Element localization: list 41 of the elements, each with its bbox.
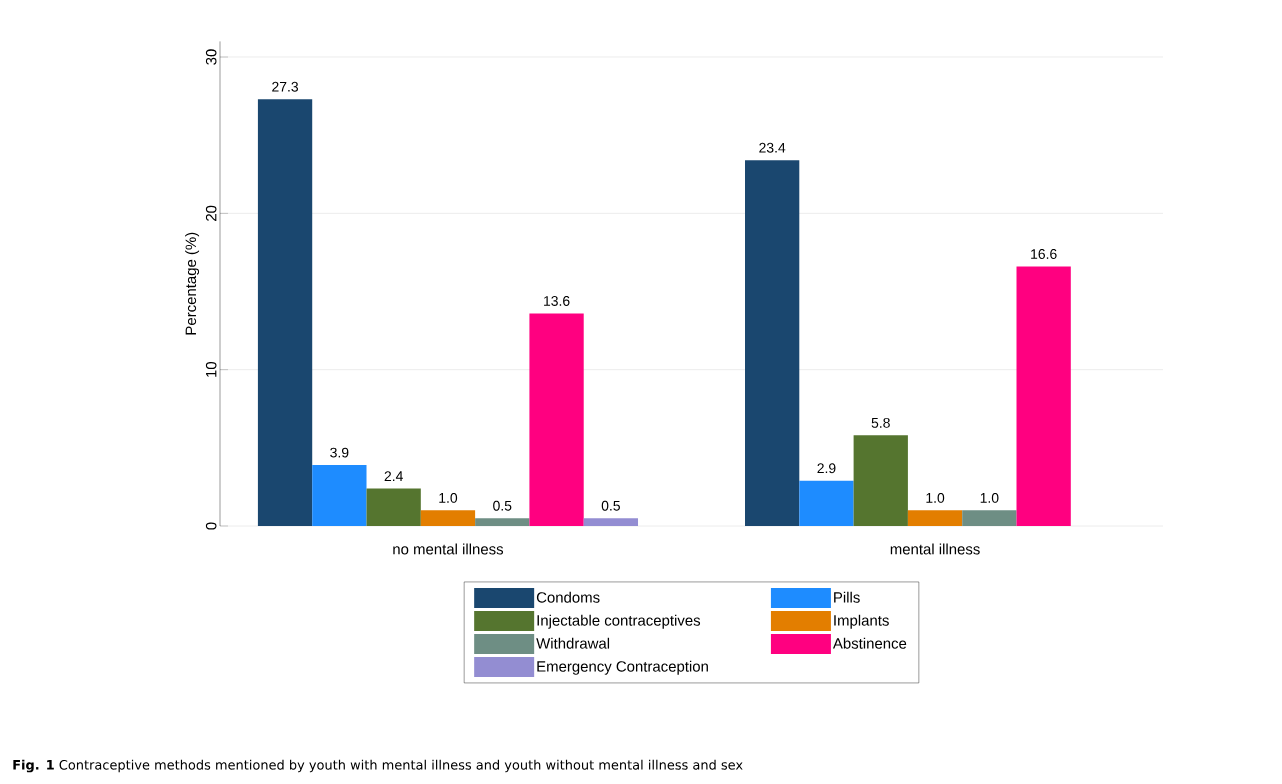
data-label: 0.5 [493, 500, 512, 511]
x-tick-label: no mental illness [393, 543, 504, 555]
y-tick-label: 0 [205, 522, 217, 530]
data-label: 3.9 [330, 447, 349, 458]
data-label: 23.4 [759, 142, 786, 153]
bar [420, 510, 476, 526]
legend-label: Condoms [536, 591, 600, 603]
data-label: 27.3 [272, 81, 299, 92]
bar [907, 510, 963, 526]
y-tick-label: 20 [205, 205, 217, 221]
data-label: 13.6 [544, 295, 570, 306]
data-label: 5.8 [871, 417, 890, 428]
legend-label: Pills [834, 591, 860, 603]
y-axis-title: Percentage (%) [185, 232, 200, 335]
legend-label: Implants [834, 614, 889, 629]
bar [257, 99, 313, 526]
data-label: 1.0 [980, 492, 999, 503]
data-label: 1.0 [926, 492, 945, 503]
bar [853, 435, 908, 526]
bar [312, 465, 367, 526]
bar [475, 518, 530, 526]
x-tick-label: mental illness [890, 543, 980, 555]
bar [366, 488, 421, 526]
data-label: 0.5 [601, 500, 620, 511]
legend-label: Abstinence [832, 637, 907, 649]
y-tick-label: 10 [205, 361, 217, 377]
legend-label: Injectable contraceptives [537, 614, 701, 629]
data-label: 1.0 [439, 492, 458, 503]
bar [962, 510, 1017, 526]
y-tick-label: 30 [205, 49, 217, 65]
data-label: 2.9 [817, 463, 836, 474]
data-label: 16.6 [1031, 249, 1057, 259]
bar [583, 518, 639, 526]
bar [1016, 266, 1071, 526]
bar [529, 313, 584, 526]
data-label: 2.4 [384, 471, 403, 481]
text: Fig. 1 Contraceptive methods mentioned by youth with mental illness and youth without mental illness and sex [13, 759, 743, 773]
bar [745, 160, 800, 526]
bar [799, 480, 854, 526]
legend-label: Emergency Contraception [537, 660, 708, 675]
legend-label: Withdrawal [536, 637, 610, 649]
